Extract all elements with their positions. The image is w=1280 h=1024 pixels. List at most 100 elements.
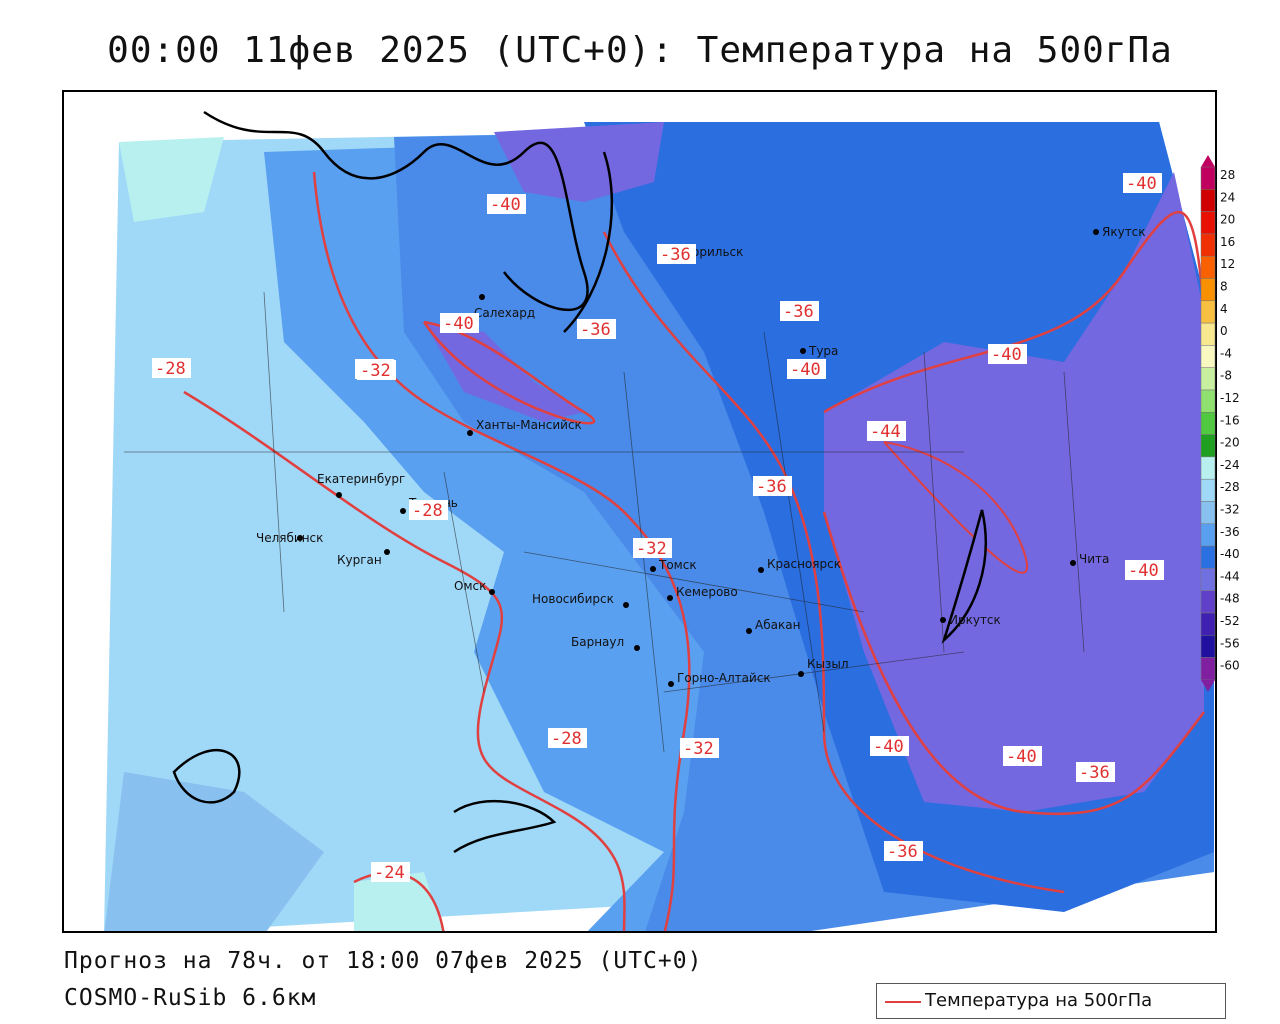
isotherm-label-bg [1125, 560, 1164, 580]
colorbar-label: -52 [1220, 614, 1240, 628]
colorbar-swatch [1200, 635, 1216, 658]
colorbar-label: -12 [1220, 391, 1240, 405]
city-label: Салехард [474, 306, 535, 320]
forecast-subtitle: Прогноз на 78ч. от 18:00 07фев 2025 (UTC… [64, 948, 703, 974]
model-subtitle: COSMO-RuSib 6.6км [64, 985, 317, 1011]
colorbar-swatch [1200, 233, 1216, 257]
colorbar-label: -56 [1220, 636, 1240, 650]
isotherm-label: -36 [783, 302, 814, 322]
isotherm-label: -32 [683, 739, 714, 759]
isotherm-label: -44 [870, 422, 901, 442]
city-marker-icon [798, 671, 804, 677]
colorbar-label: -28 [1220, 480, 1240, 494]
isotherm-label-bg [988, 344, 1027, 364]
colorbar-swatch [1200, 278, 1216, 302]
isotherm-label-bg [780, 301, 819, 321]
lake-alakol [172, 748, 241, 804]
city-marker-icon [650, 566, 656, 572]
isotherm-label: -36 [887, 842, 918, 862]
isotherm-label-bg [1076, 762, 1115, 782]
isotherm-label-bg [409, 500, 448, 520]
city-label: Норильск [683, 245, 743, 259]
arctic-coastline [203, 110, 614, 333]
city-label: Горно-Алтайск [677, 671, 771, 685]
colorbar-swatch [1200, 568, 1216, 591]
isotherm-label: -24 [374, 863, 405, 883]
city-marker-icon [400, 508, 406, 514]
isotherm-label-bg [657, 244, 696, 264]
city-label: Абакан [755, 618, 800, 632]
colorbar-swatch [1200, 412, 1216, 435]
city-marker-icon [336, 492, 342, 498]
city-label: Челябинск [256, 531, 323, 545]
colorbar-swatch [1200, 189, 1216, 212]
colorbar-swatch [1200, 434, 1216, 458]
colorbar-swatch [1200, 300, 1216, 324]
colorbar-label: -16 [1220, 413, 1240, 427]
isotherm-labels-layer: -40 -36 -36 -40 -36 -28 -32 -36 -40 -44 -40 -36 -28 -… [152, 173, 1164, 883]
city-label: Чита [1079, 552, 1109, 566]
city-label: Кемерово [676, 585, 738, 599]
colorbar-swatch [1200, 545, 1216, 569]
map-panel[interactable]: Норильск Салехард Тура Якутск Ханты-Мансийск… [62, 90, 1217, 933]
isotherm-label: -36 [756, 477, 787, 497]
isotherm-minus-24 [353, 871, 445, 931]
isotherm-label-bg [1123, 173, 1162, 193]
isotherm-label-bg [548, 728, 587, 748]
city-label: Екатеринбург [317, 472, 405, 486]
city-marker-icon [667, 595, 673, 601]
colorbar-label: -36 [1220, 525, 1240, 539]
colorbar-label: 0 [1220, 324, 1228, 338]
city-marker-icon [634, 645, 640, 651]
isotherm-label: -36 [580, 320, 611, 340]
isotherm-label: -40 [490, 195, 521, 215]
city-label: Красноярск [767, 557, 841, 571]
colorbar-swatch [1200, 255, 1216, 279]
colorbar-label: 16 [1220, 235, 1235, 249]
legend-line-swatch [885, 1001, 921, 1003]
isotherm-label: -40 [1128, 561, 1159, 581]
colorbar-swatch [1200, 523, 1216, 547]
city-label: Тура [808, 344, 838, 358]
city-marker-icon [800, 348, 806, 354]
colorbar-label: -8 [1220, 369, 1232, 383]
colorbar-label: 12 [1220, 257, 1235, 271]
city-label: Курган [337, 553, 382, 567]
colorbar-swatch [1200, 590, 1216, 614]
colorbar-label: 24 [1220, 190, 1235, 204]
colorbar-label: -44 [1220, 569, 1240, 583]
lake-baikal [941, 509, 987, 644]
isotherm-minus-36 [602, 231, 1065, 894]
colorbar-label: 8 [1220, 280, 1228, 294]
isotherm-label: -32 [636, 539, 667, 559]
city-marker-icon [1070, 560, 1076, 566]
isotherm-label-bg [753, 476, 792, 496]
isotherm-label-bg [867, 421, 906, 441]
city-marker-icon [1093, 229, 1099, 235]
isotherm-label-bg [487, 194, 526, 214]
colorbar-swatch [1200, 456, 1216, 480]
region-borders [124, 291, 1085, 753]
isotherm-minus-40 [822, 210, 1206, 816]
city-label: Якутск [1102, 225, 1146, 239]
colorbar-min-arrow-icon [1201, 679, 1215, 692]
temperature-map: Норильск Салехард Тура Якутск Ханты-Мансийск… [104, 110, 1214, 931]
zone-minus-24 [354, 872, 443, 931]
isotherm-label: -40 [443, 314, 474, 334]
city-label: Ханты-Мансийск [476, 418, 582, 432]
isotherm-label: -36 [1079, 763, 1110, 783]
city-label: Кызыл [807, 657, 849, 671]
colorbar-label: -20 [1220, 436, 1240, 450]
zone-minus-24-nw [119, 137, 224, 222]
city-label: Омск [454, 579, 486, 593]
isotherm-label-bg [884, 841, 923, 861]
isotherm-label: -28 [412, 501, 443, 521]
isotherm-label-bg [787, 359, 826, 379]
colorbar-swatch [1200, 367, 1216, 391]
isotherm-label-bg [680, 738, 719, 758]
isotherm-label-bg [371, 862, 410, 882]
colorbar-label: -4 [1220, 346, 1232, 360]
city-marker-icon [297, 535, 303, 541]
isotherm-label: -40 [1006, 747, 1037, 767]
colorbar-swatch [1200, 166, 1216, 190]
